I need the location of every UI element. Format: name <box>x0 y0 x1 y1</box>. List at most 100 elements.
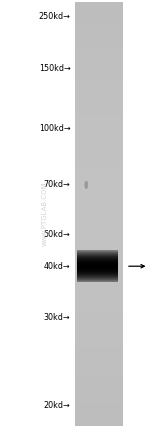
Bar <box>75 425 123 426</box>
Bar <box>75 46 123 48</box>
Bar <box>75 415 123 416</box>
Bar <box>75 190 123 191</box>
Bar <box>75 11 123 12</box>
Bar <box>75 282 123 283</box>
Bar <box>75 6 123 8</box>
Bar <box>75 112 123 114</box>
Bar <box>75 77 123 78</box>
Bar <box>75 60 123 62</box>
Bar <box>75 379 123 380</box>
Bar <box>75 417 123 419</box>
Bar <box>75 186 123 187</box>
Bar <box>75 111 123 112</box>
Bar <box>75 237 123 238</box>
Bar <box>75 326 123 327</box>
Bar <box>75 297 123 299</box>
Bar <box>75 360 123 361</box>
Bar <box>75 169 123 170</box>
Bar <box>75 396 123 398</box>
Bar <box>75 314 123 316</box>
Bar <box>75 59 123 60</box>
Bar <box>75 299 123 300</box>
Bar <box>75 38 123 39</box>
Bar <box>75 229 123 231</box>
Bar <box>75 395 123 396</box>
Text: 250kd→: 250kd→ <box>39 12 70 21</box>
Bar <box>75 369 123 371</box>
Bar <box>75 405 123 406</box>
Bar <box>75 172 123 173</box>
Bar <box>75 285 123 286</box>
Bar <box>75 62 123 63</box>
Bar <box>75 269 123 270</box>
Bar <box>75 323 123 324</box>
Bar <box>75 324 123 326</box>
Bar <box>75 56 123 57</box>
Bar <box>75 173 123 175</box>
Bar <box>75 407 123 409</box>
Bar <box>75 211 123 213</box>
Bar <box>75 204 123 205</box>
Bar <box>75 307 123 309</box>
Bar <box>75 197 123 199</box>
Bar <box>75 361 123 362</box>
Bar <box>75 372 123 374</box>
Bar <box>75 94 123 95</box>
Bar <box>75 78 123 80</box>
Bar <box>75 21 123 22</box>
Bar <box>75 320 123 321</box>
Bar <box>75 264 123 265</box>
Bar <box>75 344 123 345</box>
Bar <box>75 223 123 224</box>
Bar <box>75 310 123 312</box>
Bar <box>75 406 123 407</box>
Bar <box>75 114 123 115</box>
Bar <box>75 337 123 338</box>
Bar <box>75 270 123 272</box>
Bar <box>75 199 123 200</box>
Bar <box>75 374 123 375</box>
Bar <box>75 67 123 68</box>
Bar <box>75 399 123 401</box>
Bar <box>75 119 123 121</box>
Bar <box>75 191 123 193</box>
Bar <box>75 378 123 379</box>
Bar <box>75 215 123 217</box>
Bar <box>75 354 123 355</box>
Bar <box>75 327 123 328</box>
Bar <box>75 201 123 203</box>
Bar <box>75 290 123 292</box>
Bar <box>75 205 123 207</box>
Bar <box>75 342 123 344</box>
Bar <box>75 304 123 306</box>
Circle shape <box>85 181 87 188</box>
Bar <box>75 170 123 172</box>
Bar <box>75 73 123 74</box>
Bar <box>75 86 123 87</box>
Bar <box>75 386 123 388</box>
Bar <box>75 316 123 317</box>
Bar <box>75 83 123 84</box>
Bar <box>75 193 123 194</box>
Bar <box>75 345 123 347</box>
Bar <box>75 33 123 35</box>
Bar <box>75 49 123 50</box>
Bar <box>75 104 123 105</box>
Bar <box>75 138 123 139</box>
Bar <box>75 121 123 122</box>
Bar <box>75 288 123 289</box>
Bar <box>75 248 123 249</box>
Bar <box>75 390 123 392</box>
Bar <box>75 145 123 146</box>
Bar <box>75 122 123 124</box>
Bar <box>75 261 123 262</box>
Bar <box>75 253 123 255</box>
Bar <box>75 26 123 27</box>
Bar <box>75 149 123 150</box>
Bar <box>75 142 123 143</box>
Bar <box>75 160 123 162</box>
Bar <box>75 116 123 118</box>
Bar <box>75 403 123 405</box>
Bar <box>75 9 123 11</box>
Bar <box>75 80 123 81</box>
